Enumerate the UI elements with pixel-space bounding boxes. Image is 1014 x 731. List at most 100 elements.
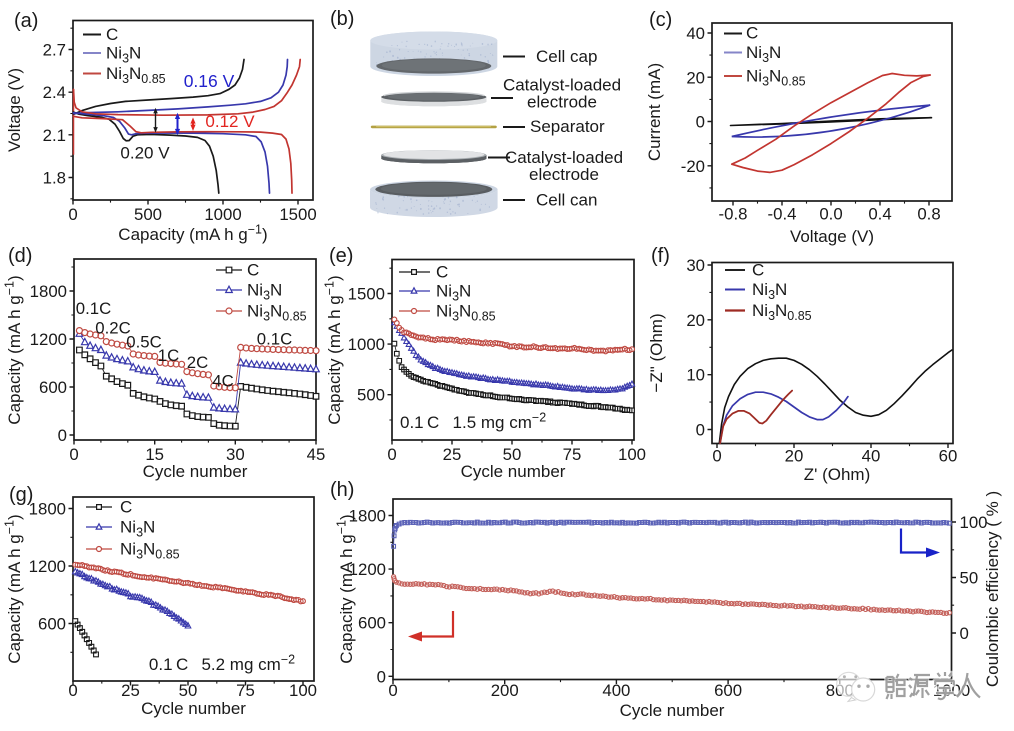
svg-text:Cycle number: Cycle number <box>620 701 725 720</box>
svg-text:20: 20 <box>686 68 705 87</box>
svg-text:Ni3N: Ni3N <box>120 518 155 540</box>
svg-text:−Z" (Ohm): −Z" (Ohm) <box>647 313 666 392</box>
svg-text:0: 0 <box>68 205 77 224</box>
svg-text:0: 0 <box>712 447 721 466</box>
svg-text:25: 25 <box>443 445 462 464</box>
svg-text:(e): (e) <box>329 245 353 267</box>
svg-text:75: 75 <box>563 445 582 464</box>
svg-text:100: 100 <box>618 445 646 464</box>
svg-text:2C: 2C <box>187 353 208 372</box>
svg-text:2.4: 2.4 <box>43 83 66 102</box>
svg-text:Capacity (mA h g−1): Capacity (mA h g−1) <box>335 514 357 663</box>
svg-text:0.16 V: 0.16 V <box>184 71 235 91</box>
svg-text:(d): (d) <box>8 245 32 267</box>
svg-text:Cycle number: Cycle number <box>143 462 248 481</box>
svg-text:Capacity (mA h g−1): Capacity (mA h g−1) <box>118 223 267 245</box>
svg-text:(h): (h) <box>330 479 354 501</box>
svg-text:600: 600 <box>358 614 386 633</box>
svg-text:electrode: electrode <box>527 93 597 112</box>
svg-text:1200: 1200 <box>30 330 67 349</box>
svg-text:Ni3N: Ni3N <box>106 44 141 66</box>
svg-text:0.2C: 0.2C <box>95 319 130 338</box>
svg-text:0: 0 <box>377 667 386 686</box>
svg-text:Catalyst-loaded: Catalyst-loaded <box>505 148 623 167</box>
svg-text:600: 600 <box>38 615 66 634</box>
svg-text:30: 30 <box>226 445 245 464</box>
svg-text:Voltage (V): Voltage (V) <box>5 68 24 152</box>
svg-text:4C: 4C <box>212 372 233 391</box>
svg-text:75: 75 <box>236 681 255 700</box>
svg-text:2.1: 2.1 <box>43 126 66 145</box>
svg-text:50: 50 <box>179 681 198 700</box>
svg-text:20: 20 <box>785 447 804 466</box>
svg-text:Cycle number: Cycle number <box>141 699 246 718</box>
svg-text:1500: 1500 <box>348 285 385 304</box>
svg-text:50: 50 <box>503 445 522 464</box>
svg-text:1500: 1500 <box>279 205 316 224</box>
svg-text:15: 15 <box>145 445 164 464</box>
svg-text:Capacity (mA h g−1): Capacity (mA h g−1) <box>323 275 345 424</box>
svg-text:Cell can: Cell can <box>536 191 597 210</box>
svg-text:Catalyst-loaded: Catalyst-loaded <box>503 76 621 95</box>
svg-text:0.12 V: 0.12 V <box>205 112 255 131</box>
svg-text:0.1 C 1.5 mg cm−2: 0.1 C 1.5 mg cm−2 <box>400 411 546 433</box>
svg-text:electrode: electrode <box>529 165 599 184</box>
svg-text:0: 0 <box>960 624 969 643</box>
svg-text:Capacity (mA h g−1): Capacity (mA h g−1) <box>3 275 25 424</box>
svg-text:500: 500 <box>357 386 385 405</box>
svg-text:10: 10 <box>686 366 705 385</box>
svg-text:C: C <box>436 263 448 282</box>
svg-text:0: 0 <box>69 445 78 464</box>
svg-text:0.5C: 0.5C <box>126 333 161 352</box>
svg-text:Cycle number: Cycle number <box>461 462 566 481</box>
svg-text:Capacity (mA h g−1): Capacity (mA h g−1) <box>3 514 25 663</box>
svg-text:0.4: 0.4 <box>868 205 891 224</box>
svg-text:Ni3N: Ni3N <box>436 282 471 304</box>
svg-text:1000: 1000 <box>204 205 241 224</box>
svg-text:600: 600 <box>714 681 742 700</box>
svg-text:30: 30 <box>686 256 705 275</box>
svg-text:0: 0 <box>696 113 705 132</box>
svg-text:1200: 1200 <box>29 557 66 576</box>
svg-text:-0.8: -0.8 <box>719 205 748 224</box>
svg-text:1.8: 1.8 <box>43 168 66 187</box>
svg-text:0.1C: 0.1C <box>76 299 111 318</box>
svg-text:0: 0 <box>696 421 705 440</box>
svg-text:1800: 1800 <box>29 500 66 519</box>
svg-text:C: C <box>746 24 758 43</box>
svg-text:500: 500 <box>134 205 162 224</box>
svg-text:(c): (c) <box>649 9 672 31</box>
svg-text:Current (mA): Current (mA) <box>645 63 664 161</box>
svg-text:(f): (f) <box>651 245 670 267</box>
svg-text:(a): (a) <box>14 10 38 32</box>
svg-text:C: C <box>247 261 259 280</box>
svg-text:25: 25 <box>121 681 140 700</box>
svg-text:0: 0 <box>68 681 77 700</box>
svg-text:0.20 V: 0.20 V <box>120 144 170 163</box>
svg-text:0: 0 <box>388 681 397 700</box>
svg-text:1200: 1200 <box>349 560 386 579</box>
svg-text:1800: 1800 <box>349 507 386 526</box>
svg-text:0.8: 0.8 <box>917 205 940 224</box>
svg-text:45: 45 <box>307 445 326 464</box>
svg-text:-20: -20 <box>681 157 705 176</box>
svg-text:600: 600 <box>39 378 67 397</box>
svg-text:(g): (g) <box>9 484 33 506</box>
svg-text:1000: 1000 <box>348 335 385 354</box>
svg-text:1800: 1800 <box>30 282 67 301</box>
svg-text:1C: 1C <box>158 346 179 365</box>
svg-text:0.1 C 5.2 mg cm−2: 0.1 C 5.2 mg cm−2 <box>149 653 295 675</box>
svg-text:C: C <box>752 261 764 280</box>
svg-text:200: 200 <box>491 681 519 700</box>
svg-text:0.0: 0.0 <box>819 205 842 224</box>
svg-text:0: 0 <box>58 426 67 445</box>
svg-text:Ni3N: Ni3N <box>752 280 787 302</box>
svg-text:Z' (Ohm): Z' (Ohm) <box>804 465 871 484</box>
svg-text:2.7: 2.7 <box>43 41 66 60</box>
svg-text:40: 40 <box>862 447 881 466</box>
svg-text:50: 50 <box>960 569 979 588</box>
svg-text:0.1C: 0.1C <box>257 330 292 349</box>
svg-text:Voltage (V): Voltage (V) <box>790 227 874 246</box>
svg-text:40: 40 <box>686 24 705 43</box>
svg-text:100: 100 <box>960 513 988 532</box>
